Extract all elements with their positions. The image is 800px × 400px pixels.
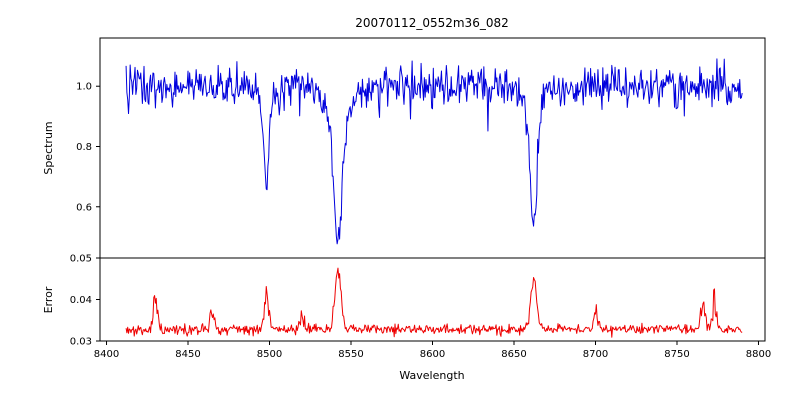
error-y-tick-label: 0.03 xyxy=(70,337,92,348)
spectrum-y-tick-label: 1.0 xyxy=(76,82,92,93)
spectrum-y-tick-label: 0.8 xyxy=(76,142,92,153)
x-tick-label: 8500 xyxy=(257,349,282,360)
chart-title: 20070112_0552m36_082 xyxy=(355,16,508,30)
x-tick-label: 8550 xyxy=(338,349,363,360)
x-tick-label: 8450 xyxy=(175,349,200,360)
x-tick-label: 8800 xyxy=(746,349,771,360)
x-tick-label: 8650 xyxy=(501,349,526,360)
error-y-tick-label: 0.05 xyxy=(70,254,92,265)
spectrum-ylabel: Spectrum xyxy=(42,121,55,174)
x-tick-label: 8700 xyxy=(583,349,608,360)
spectrum-y-tick-label: 0.6 xyxy=(76,202,92,213)
error-panel-frame xyxy=(99,257,766,342)
axis-ticks: 8400 8450 8500 8550 8600 8650 8700 8750 8800 0.6 0… xyxy=(70,82,771,360)
x-tick-label: 8600 xyxy=(420,349,445,360)
x-tick-label: 8400 xyxy=(94,349,119,360)
x-tick-label: 8750 xyxy=(664,349,689,360)
x-axis-label: Wavelength xyxy=(399,369,464,382)
spectrum-line xyxy=(125,58,743,245)
error-y-tick-label: 0.04 xyxy=(70,295,92,306)
error-line xyxy=(125,267,743,338)
error-ylabel: Error xyxy=(42,286,55,313)
spectrum-panel-frame xyxy=(99,37,766,259)
